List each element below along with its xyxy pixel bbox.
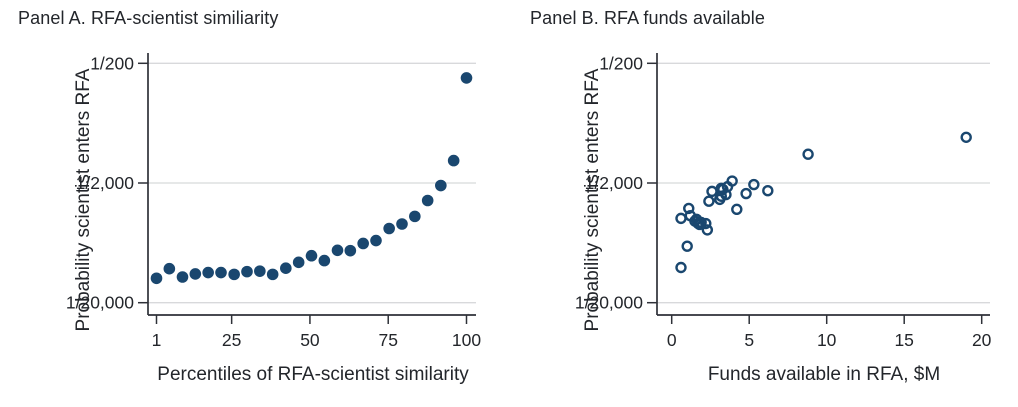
data-point-open bbox=[681, 240, 693, 252]
data-point-filled bbox=[447, 154, 460, 167]
data-point-open bbox=[706, 185, 718, 198]
data-point-open bbox=[960, 131, 972, 143]
data-point-filled bbox=[396, 218, 408, 230]
panel-b-title: Panel B. RFA funds available bbox=[530, 8, 765, 28]
x-tick-label: 50 bbox=[300, 330, 320, 350]
panel-b-plot: 1/200 1/2,000 1/20,000 0 5 10 15 20 bbox=[575, 53, 992, 350]
data-point-open bbox=[802, 148, 814, 160]
data-point-open bbox=[675, 261, 687, 274]
data-point-open bbox=[703, 195, 715, 207]
data-point-open bbox=[748, 178, 760, 191]
panel-b-x-axis-title: Funds available in RFA, $M bbox=[707, 364, 941, 385]
data-point-filled bbox=[383, 222, 395, 235]
data-point-open bbox=[700, 217, 712, 230]
data-point-filled bbox=[176, 271, 189, 283]
data-point-filled bbox=[305, 249, 318, 262]
x-tick-label: 20 bbox=[972, 330, 992, 350]
data-point-open bbox=[740, 187, 752, 200]
x-tick-label: 5 bbox=[744, 330, 754, 350]
x-tick-label: 100 bbox=[452, 330, 481, 350]
x-tick-label: 75 bbox=[378, 330, 397, 350]
panel-a-x-axis-title: Percentiles of RFA-scientist similarity bbox=[157, 364, 469, 385]
data-point-filled bbox=[254, 265, 266, 277]
data-point-filled bbox=[228, 268, 240, 281]
data-point-open bbox=[762, 185, 774, 197]
x-tick-label: 1 bbox=[152, 330, 162, 350]
data-point-filled bbox=[409, 210, 421, 223]
data-point-filled bbox=[215, 266, 227, 279]
panel-a: Panel A. RFA-scientist similiarity Proba… bbox=[18, 8, 481, 385]
y-tick-label: 1/200 bbox=[90, 53, 134, 73]
x-tick-label: 25 bbox=[222, 330, 241, 350]
panel-a-title: Panel A. RFA-scientist similiarity bbox=[18, 8, 279, 28]
x-tick-label: 0 bbox=[667, 330, 677, 350]
y-tick-label: 1/2,000 bbox=[76, 173, 135, 193]
data-point-open bbox=[695, 216, 707, 229]
data-point-filled bbox=[435, 179, 447, 192]
data-point-filled bbox=[318, 254, 331, 267]
data-point-filled bbox=[344, 244, 357, 257]
data-point-filled bbox=[460, 72, 473, 84]
data-point-filled bbox=[292, 256, 305, 269]
panel-b: Panel B. RFA funds available Probability… bbox=[509, 0, 1018, 407]
data-point-filled bbox=[202, 266, 214, 279]
data-point-open bbox=[701, 224, 714, 236]
data-point-filled bbox=[370, 234, 382, 247]
y-tick-label: 1/2,000 bbox=[585, 173, 644, 193]
data-point-filled bbox=[331, 244, 344, 257]
x-tick-label: 10 bbox=[817, 330, 837, 350]
data-point-open bbox=[675, 212, 687, 225]
data-point-filled bbox=[241, 265, 253, 278]
data-point-filled bbox=[357, 237, 369, 250]
y-tick-label: 1/20,000 bbox=[66, 293, 134, 313]
data-point-open bbox=[726, 175, 738, 187]
data-point-open bbox=[731, 203, 743, 216]
data-point-filled bbox=[163, 262, 176, 275]
y-tick-label: 1/200 bbox=[599, 53, 643, 73]
data-point-filled bbox=[266, 268, 279, 281]
data-point-filled bbox=[280, 262, 292, 275]
data-point-filled bbox=[150, 272, 163, 285]
y-tick-label: 1/20,000 bbox=[575, 293, 643, 313]
data-point-open bbox=[683, 202, 695, 215]
panel-a-plot: 1/200 1/2,000 1/20,000 1 25 50 75 100 bbox=[66, 53, 481, 350]
data-point-filled bbox=[421, 194, 434, 207]
data-point-filled bbox=[189, 268, 202, 280]
x-tick-label: 15 bbox=[894, 330, 913, 350]
